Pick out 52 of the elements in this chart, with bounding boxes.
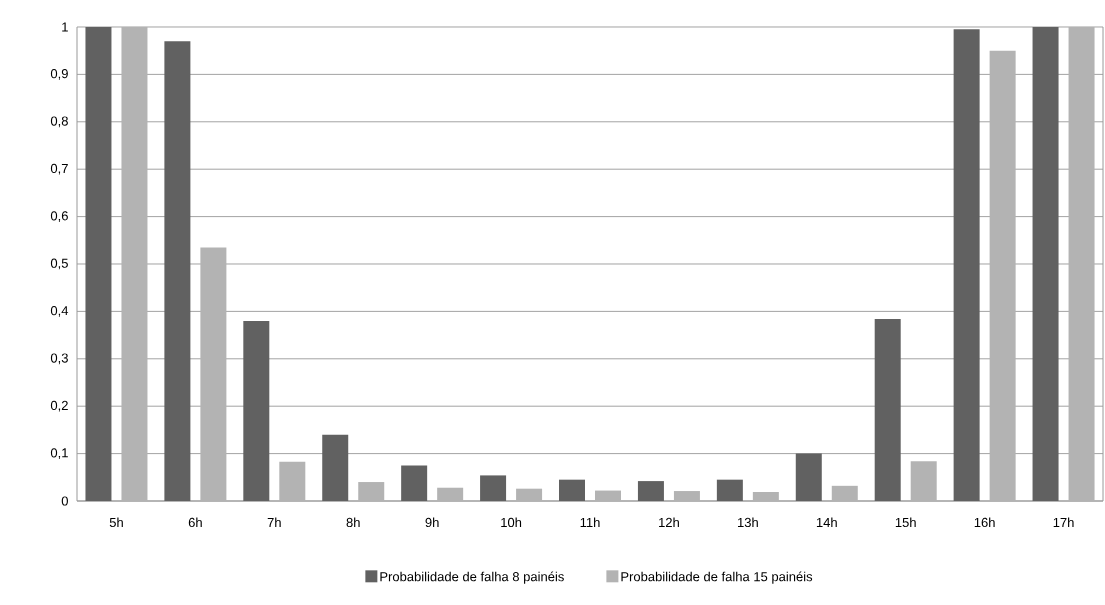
legend-label: Probabilidade de falha 15 painéis [621,571,813,584]
bar [795,453,822,501]
bar [200,247,227,501]
y-tick-label: 0,6 [50,211,68,222]
y-tick-label: 0,1 [50,448,68,459]
y-tick-label: 0,3 [50,353,68,365]
bar [559,479,586,501]
legend-label: Probabilidade de falha 8 painéis [380,571,564,584]
bar [831,485,858,501]
y-tick-label: 1 [62,22,68,32]
bar [1032,27,1059,501]
bar [121,27,148,501]
bar [1068,27,1095,501]
bar [637,481,664,501]
bar [874,318,901,501]
bar [437,487,464,501]
bar [716,479,743,501]
x-tick-label: 13h [738,517,758,528]
y-tick-label: 0 [61,496,68,506]
bar [989,50,1016,501]
y-tick-label: 0,7 [50,163,68,175]
bar [673,491,700,501]
bar [516,488,543,501]
x-tick-label: 15h [895,517,916,528]
bar [85,27,112,501]
y-tick-label: 0,8 [50,116,68,128]
y-tick-label: 0,9 [50,69,68,80]
y-tick-label: 0,5 [50,258,68,270]
x-tick-label: 16h [974,517,995,528]
bar [279,461,306,501]
bar [910,461,937,501]
bar [358,482,385,501]
bar [322,434,349,501]
x-tick-label: 5h [109,517,123,528]
x-tick-label: 14h [816,517,837,527]
x-tick-label: 6h [188,517,202,528]
x-tick-label: 7h [267,517,281,527]
bar [752,491,779,501]
x-tick-label: 9h [425,517,439,528]
bar [164,41,191,501]
y-tick-label: 0,2 [50,400,68,412]
bar [401,465,428,501]
x-tick-label: 12h [659,517,679,527]
bar [480,475,507,501]
bar [595,490,622,501]
x-tick-label: 11h [580,517,600,527]
bar [243,320,270,501]
x-tick-label: 8h [346,517,360,528]
bar [953,29,980,501]
y-tick-label: 0,4 [50,306,69,317]
x-tick-label: 17h [1053,517,1074,527]
x-tick-label: 10h [501,517,522,528]
